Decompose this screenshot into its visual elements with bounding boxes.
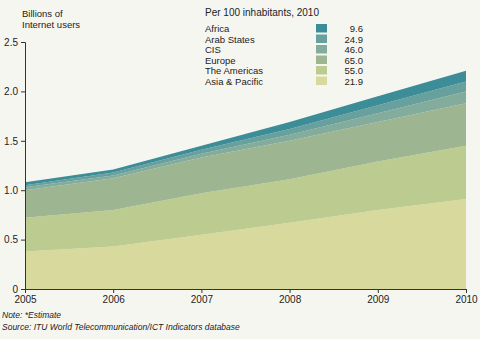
- y-axis-title: Billions of: [22, 8, 63, 19]
- y-tick: 2.0: [4, 86, 25, 97]
- x-tick-label: 2006: [103, 294, 126, 305]
- note: Note: *Estimate: [2, 310, 61, 320]
- y-tick-label: 1.0: [4, 185, 18, 196]
- legend-value: 65.0: [345, 55, 364, 66]
- series-area: [25, 103, 466, 218]
- legend-value: 46.0: [345, 44, 364, 55]
- x-tick-mark: [466, 289, 467, 293]
- x-tick: 2005: [14, 289, 37, 305]
- legend-value: 24.9: [345, 34, 364, 45]
- legend-label: CIS: [205, 44, 221, 55]
- x-tick: 2009: [367, 289, 390, 305]
- x-tick: 2008: [279, 289, 302, 305]
- x-tick-label: 2005: [14, 294, 37, 305]
- x-tick: 2006: [103, 289, 126, 305]
- y-tick: 0: [12, 284, 25, 295]
- legend-swatch: [316, 24, 327, 33]
- x-tick-label: 2009: [367, 294, 390, 305]
- x-tick-label: 2008: [279, 294, 302, 305]
- legend-value: 9.6: [350, 23, 363, 34]
- x-tick-label: 2010: [455, 294, 478, 305]
- x-tick-mark: [378, 289, 379, 293]
- y-tick: 1.5: [4, 136, 25, 147]
- x-tick-mark: [290, 289, 291, 293]
- legend-title: Per 100 inhabitants, 2010: [205, 7, 319, 18]
- legend-swatch: [316, 35, 327, 44]
- y-tick-label: 0.5: [4, 234, 18, 245]
- chart: 0 0.5 1.0 1.5 2.0 2.5 2005 2006 2007 2008 2009 2010…: [0, 0, 480, 339]
- y-tick-label: 0: [12, 284, 18, 295]
- y-axis: 0 0.5 1.0 1.5 2.0 2.5: [4, 37, 25, 295]
- x-tick-label: 2007: [191, 294, 214, 305]
- y-tick-label: 2.0: [4, 86, 18, 97]
- legend-label: Asia & Pacific: [205, 76, 263, 87]
- y-axis-line: [21, 43, 26, 290]
- y-tick-mark: [21, 190, 25, 191]
- x-axis: 2005 2006 2007 2008 2009 2010: [14, 289, 478, 305]
- legend-swatch: [316, 56, 327, 65]
- legend-swatch: [316, 77, 327, 86]
- y-tick-mark: [21, 141, 25, 142]
- legend-label: The Americas: [205, 65, 263, 76]
- x-tick-mark: [201, 289, 202, 293]
- x-axis-line: [26, 290, 467, 294]
- legend-label: Arab States: [205, 34, 255, 45]
- x-tick-mark: [113, 289, 114, 293]
- legend-swatch: [316, 66, 327, 75]
- note: Source: ITU World Telecommunication/ICT …: [2, 322, 240, 332]
- legend: Per 100 inhabitants, 2010 Africa 9.6 Arab S…: [205, 7, 363, 87]
- legend-value: 55.0: [345, 65, 364, 76]
- legend-label: Europe: [205, 55, 236, 66]
- x-tick: 2007: [191, 289, 214, 305]
- y-tick-label: 1.5: [4, 136, 18, 147]
- y-tick: 0.5: [4, 234, 25, 245]
- plot-area: [25, 71, 466, 289]
- y-tick: 1.0: [4, 185, 25, 196]
- y-tick: 2.5: [4, 37, 25, 48]
- legend-label: Africa: [205, 23, 230, 34]
- y-axis-title: Internet users: [22, 19, 80, 30]
- y-tick-mark: [21, 42, 25, 43]
- legend-value: 21.9: [345, 76, 364, 87]
- y-tick-mark: [21, 289, 25, 290]
- y-tick-mark: [21, 240, 25, 241]
- series-area: [25, 71, 466, 186]
- y-tick-mark: [21, 91, 25, 92]
- x-tick: 2010: [455, 289, 478, 305]
- legend-swatch: [316, 45, 327, 54]
- x-tick-mark: [25, 289, 26, 293]
- y-tick-label: 2.5: [4, 37, 18, 48]
